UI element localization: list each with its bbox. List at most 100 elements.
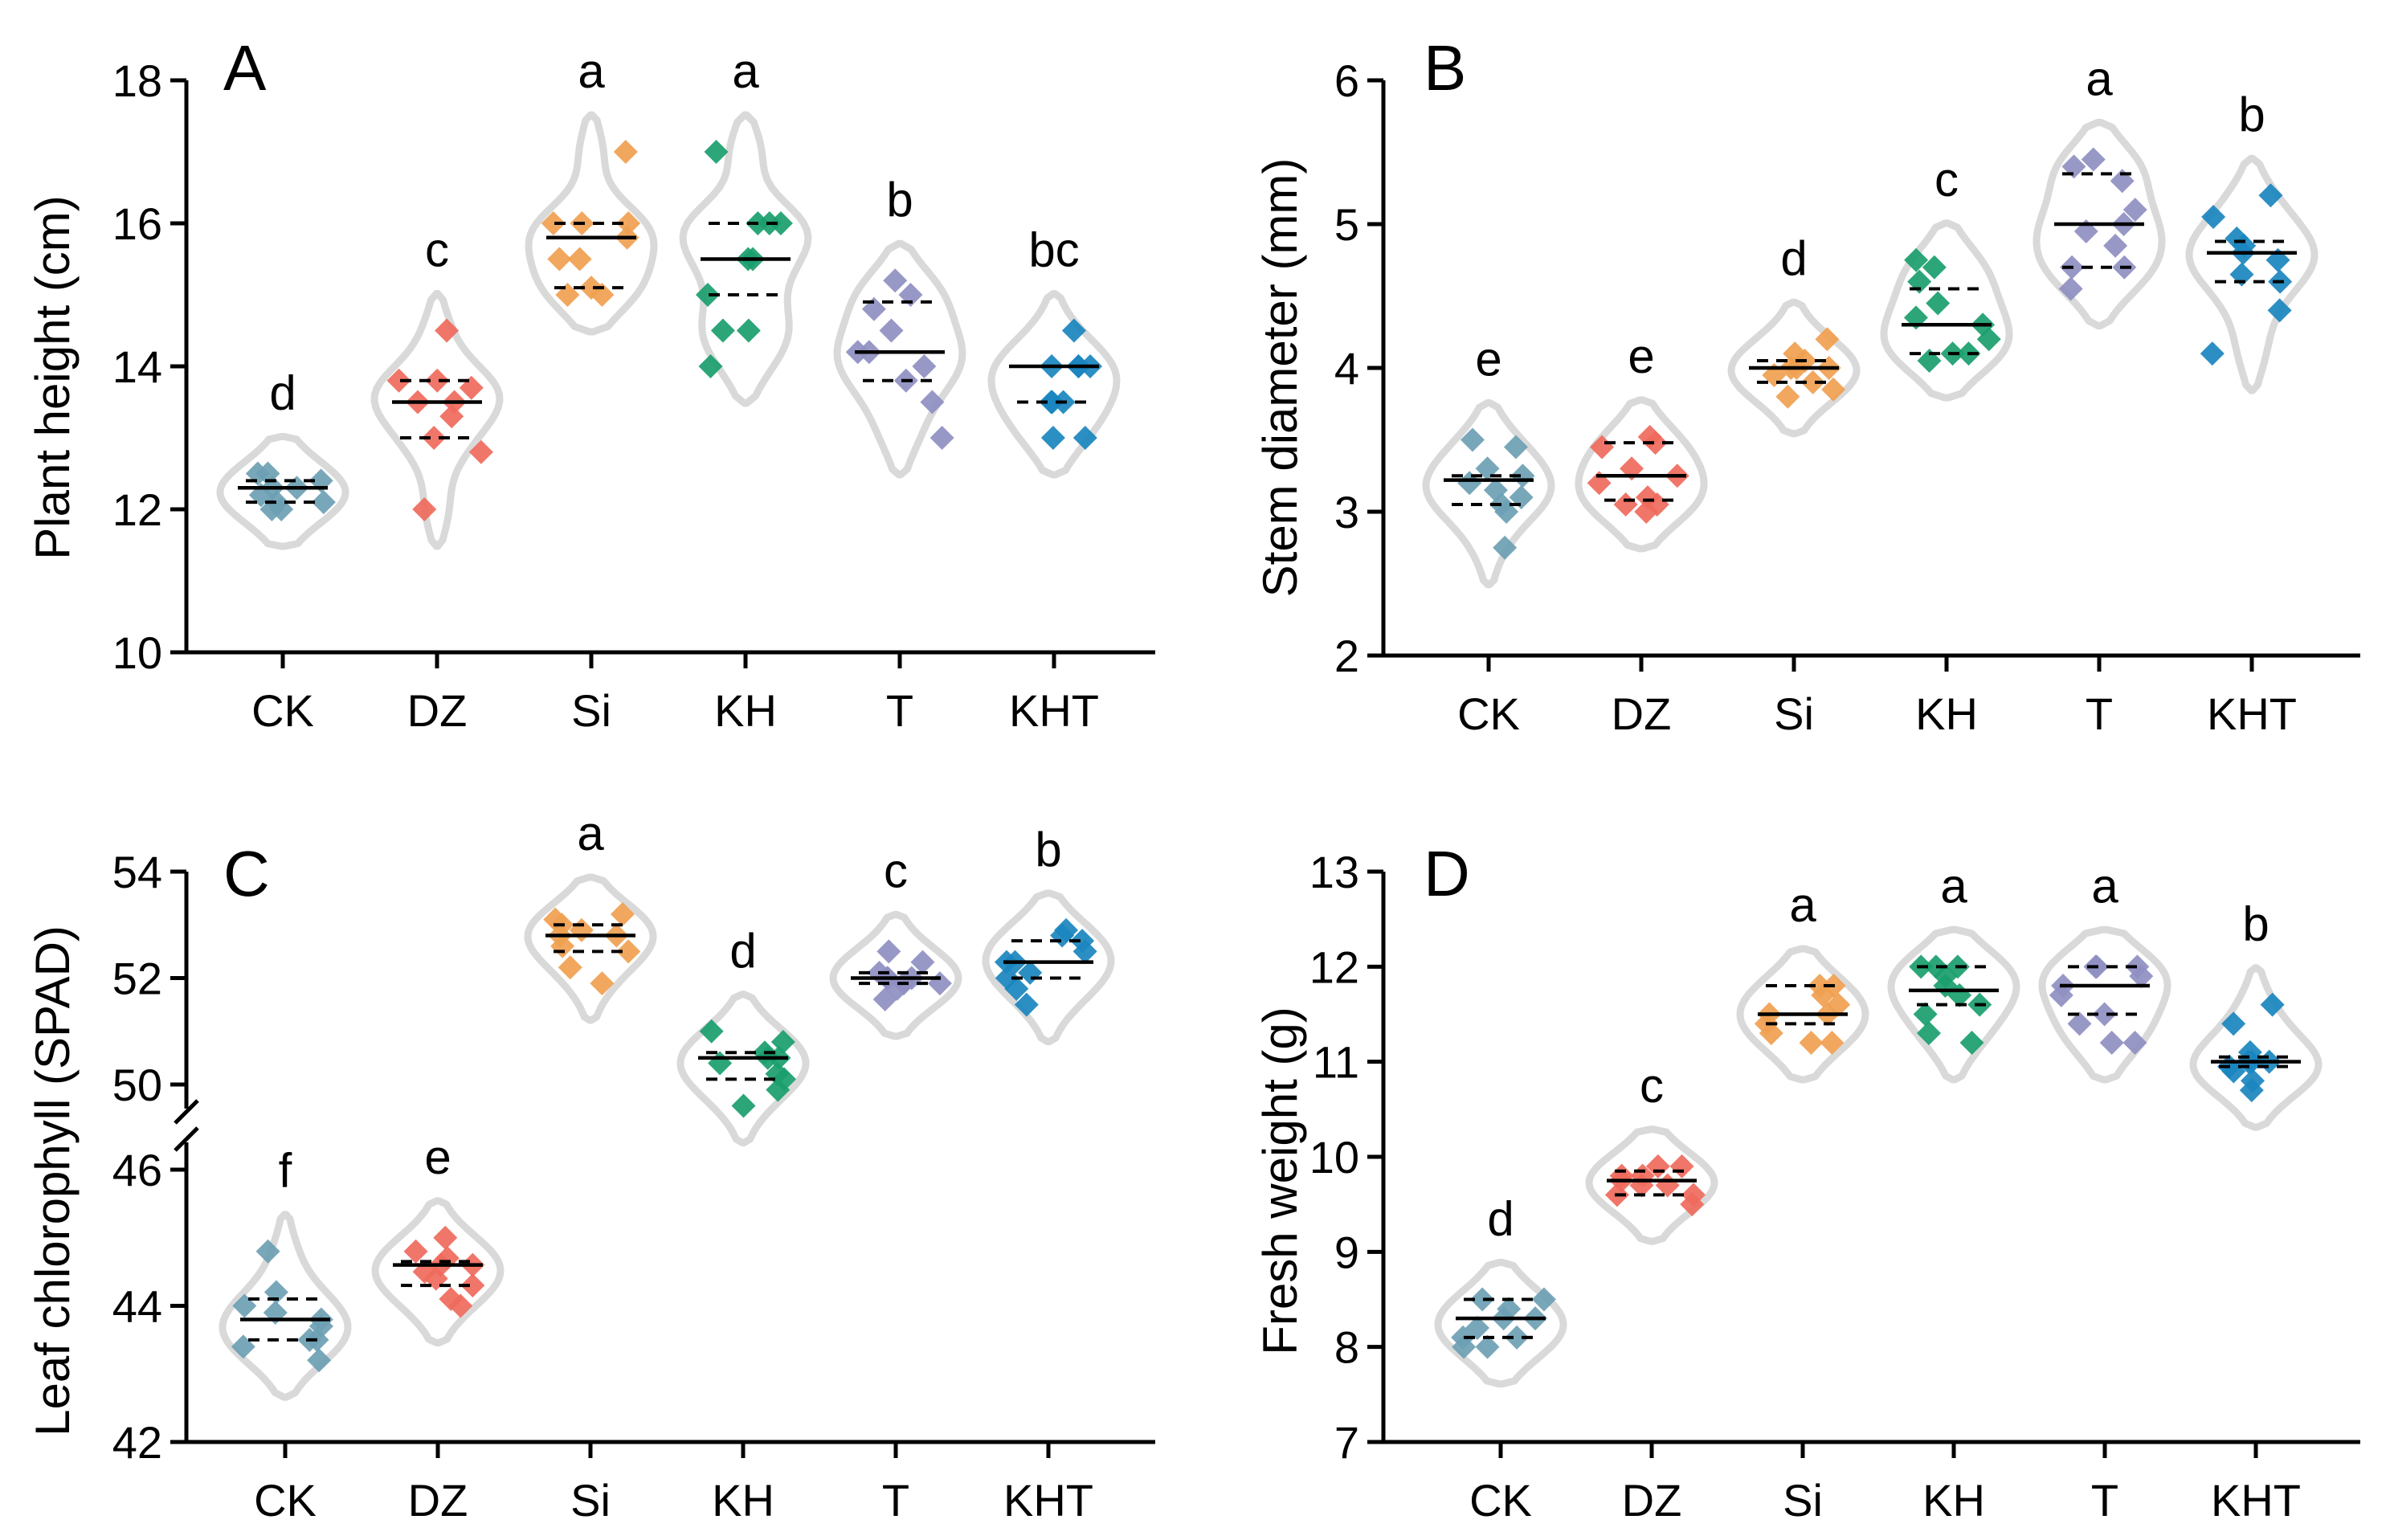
data-point-si (616, 211, 641, 235)
data-point-t (2049, 982, 2073, 1007)
data-point-si (1811, 982, 1836, 1007)
data-point-kh (710, 318, 735, 343)
data-point-dz (433, 1225, 458, 1250)
data-point-ck (1470, 1287, 1495, 1312)
violin-t (2033, 118, 2166, 330)
x-tick-label-ck: CK (1469, 1475, 1532, 1526)
data-point-si (569, 917, 594, 942)
x-tick-label-t: T (2086, 688, 2113, 739)
panel-b: B Stem diameter (mm) 2 3 4 5 6 CK e DZ e Si d KH c Ta… (1253, 32, 2360, 739)
y-tick-label: 46 (112, 1145, 162, 1195)
data-point-kht (2267, 298, 2292, 323)
data-point-kh (704, 140, 729, 164)
y-tick-label: 52 (112, 954, 162, 1004)
x-tick-label-kht: KHT (1009, 685, 1099, 736)
data-point-kht (1014, 992, 1039, 1017)
significance-letter-ck: d (269, 366, 296, 420)
data-point-kh (1976, 327, 2001, 352)
panel-label-c: C (223, 838, 270, 909)
violin-si (525, 111, 658, 336)
violin-kh (679, 111, 812, 407)
data-point-si (1775, 384, 1800, 409)
data-point-kh (698, 354, 723, 378)
data-point-si (590, 971, 615, 996)
data-point-kh (695, 283, 720, 307)
y-tick-label: 18 (112, 55, 162, 106)
x-tick-label-si: Si (571, 685, 611, 736)
axis-break-mark (174, 1126, 199, 1152)
data-point-si (558, 955, 582, 980)
data-point-kh (1916, 1021, 1941, 1046)
data-point-kht (1072, 426, 1097, 450)
violin-ck (219, 1211, 352, 1401)
data-point-t (912, 354, 937, 378)
x-tick-label-ck: CK (254, 1475, 317, 1526)
violin-kht (2185, 154, 2319, 394)
violin-t (2038, 925, 2171, 1084)
x-tick-label-si: Si (1774, 688, 1814, 739)
data-point-kh (1926, 291, 1951, 316)
data-point-ck (1493, 535, 1518, 560)
y-axis-label-c: Leaf chlorophyll (SPAD) (26, 925, 80, 1436)
x-tick-label-dz: DZ (408, 1475, 468, 1526)
violin-ck (1422, 399, 1555, 589)
data-point-t (2129, 964, 2154, 989)
data-point-si (1815, 327, 1840, 352)
violin-si (1736, 945, 1869, 1084)
x-tick-label-t: T (886, 685, 913, 736)
data-point-dz (1634, 500, 1659, 524)
data-point-dz (422, 426, 447, 450)
violin-kht (982, 889, 1115, 1046)
data-point-dz (1644, 492, 1669, 517)
significance-letter-t: a (2091, 859, 2118, 913)
x-tick-label-ck: CK (1457, 688, 1520, 739)
y-tick-label: 14 (112, 341, 162, 392)
y-tick-label: 42 (112, 1417, 162, 1468)
significance-letter-si: a (578, 44, 605, 98)
data-point-t (872, 987, 897, 1011)
data-point-kht (2258, 183, 2283, 208)
data-point-ck (264, 1280, 288, 1305)
data-point-si (1800, 370, 1825, 394)
data-point-t (2122, 198, 2147, 223)
data-point-dz (435, 318, 460, 343)
violin-ck (1434, 1259, 1567, 1388)
data-point-t (2081, 147, 2106, 172)
x-tick-label-ck: CK (251, 685, 314, 736)
data-point-ck (1452, 1334, 1477, 1359)
data-point-kh (708, 1051, 733, 1076)
violin-si (1727, 298, 1861, 438)
y-tick-label: 8 (1334, 1322, 1359, 1373)
data-point-dz (386, 368, 411, 393)
data-point-ck (1475, 1334, 1500, 1359)
y-tick-label: 12 (1309, 942, 1359, 992)
data-point-kh (1904, 247, 1929, 272)
data-point-t (2099, 1031, 2124, 1055)
data-point-si (616, 939, 641, 964)
y-tick-label: 7 (1334, 1417, 1359, 1468)
panel-label-a: A (223, 32, 267, 104)
data-point-dz (425, 368, 450, 393)
y-tick-label: 5 (1334, 199, 1359, 250)
y-tick-label: 54 (112, 847, 162, 897)
data-point-si (1820, 1031, 1845, 1055)
data-point-ck (307, 1348, 332, 1373)
x-tick-label-kh: KH (1922, 1475, 1985, 1526)
significance-letter-si: d (1780, 231, 1807, 285)
x-tick-label-kht: KHT (2211, 1475, 2301, 1526)
significance-letter-kh: d (729, 924, 756, 978)
y-tick-label: 16 (112, 198, 162, 249)
x-tick-label-dz: DZ (1622, 1475, 1682, 1526)
significance-letter-si: a (577, 807, 604, 860)
data-point-kht (1004, 976, 1029, 1001)
data-point-t (910, 950, 935, 974)
x-tick-label-dz: DZ (407, 685, 468, 736)
x-tick-label-dz: DZ (1612, 688, 1672, 739)
data-point-kh (1922, 255, 1947, 280)
significance-letter-kht: b (2238, 88, 2265, 141)
panel-c: C Leaf chlorophyll (SPAD) 42 44 46 50 52 54 CK… (26, 807, 1155, 1526)
data-point-ck (1505, 1325, 1530, 1350)
data-point-kh (736, 318, 761, 343)
data-point-dz (439, 404, 464, 429)
